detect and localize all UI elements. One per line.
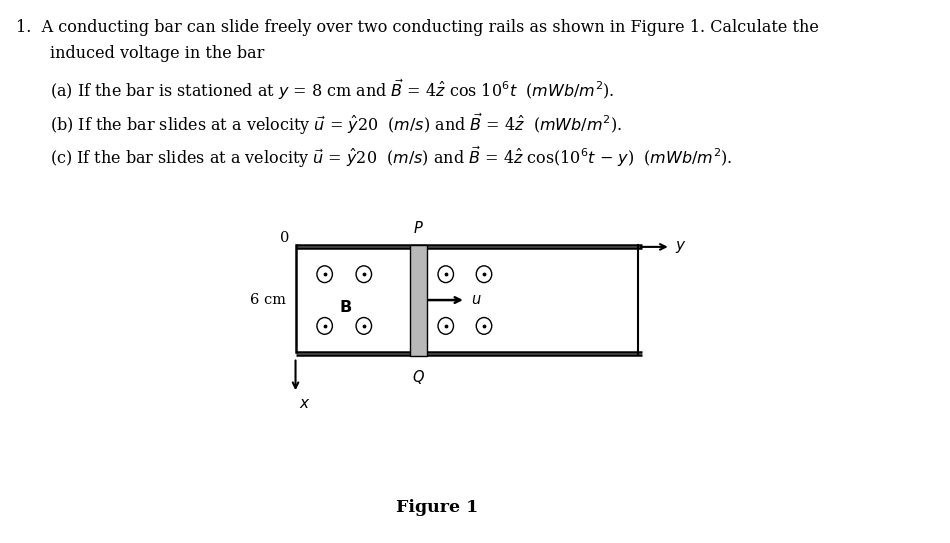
- Text: Figure 1: Figure 1: [395, 499, 478, 516]
- Text: 0: 0: [280, 231, 289, 245]
- Bar: [410, 245, 427, 356]
- Text: $Q$: $Q$: [412, 368, 425, 386]
- Text: $\mathbf{B}$: $\mathbf{B}$: [339, 299, 352, 317]
- Text: 6 cm: 6 cm: [251, 293, 286, 307]
- Text: $y$: $y$: [675, 239, 687, 255]
- Text: induced voltage in the bar: induced voltage in the bar: [49, 45, 264, 61]
- Text: $u$: $u$: [471, 293, 482, 307]
- Text: $x$: $x$: [299, 397, 311, 411]
- Text: 1.  A conducting bar can slide freely over two conducting rails as shown in Figu: 1. A conducting bar can slide freely ove…: [16, 19, 819, 36]
- Text: (b) If the bar slides at a velocity $\vec{u}$ = $\hat{y}$20  ($m/s$) and $\vec{B: (b) If the bar slides at a velocity $\ve…: [49, 111, 621, 137]
- Text: (a) If the bar is stationed at $y$ = 8 cm and $\vec{B}$ = 4$\hat{z}$ cos 10$^6$$: (a) If the bar is stationed at $y$ = 8 c…: [49, 78, 614, 102]
- Text: $P$: $P$: [413, 219, 424, 236]
- Text: (c) If the bar slides at a velocity $\vec{u}$ = $\hat{y}$20  ($m/s$) and $\vec{B: (c) If the bar slides at a velocity $\ve…: [49, 145, 732, 170]
